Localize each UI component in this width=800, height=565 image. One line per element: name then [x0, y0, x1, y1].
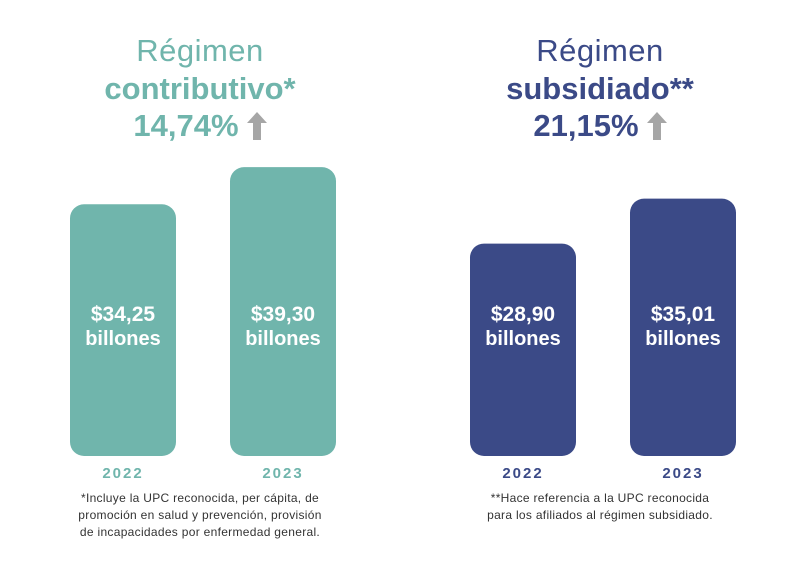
- change-row: 14,74%: [0, 107, 400, 145]
- bar-unit-label: billones: [85, 328, 161, 350]
- bar-unit-label: billones: [485, 328, 561, 350]
- chart-title-line2: subsidiado**: [506, 71, 694, 106]
- category-label: 2023: [262, 465, 303, 482]
- category-label: 2022: [502, 465, 543, 482]
- footnote: **Hace referencia a la UPC reconocida pa…: [400, 490, 800, 524]
- arrow-up-icon: [646, 112, 667, 140]
- bar-value-label: $39,30: [251, 303, 315, 326]
- bar-2023: [630, 198, 736, 456]
- chart-title-line1: Régimen: [136, 33, 264, 68]
- footnote-line: para los afiliados al régimen subsidiado…: [487, 508, 713, 522]
- subsidiado-panel: Régimen subsidiado** 21,15% $28,90 billon…: [400, 0, 800, 565]
- bar-2022: [70, 204, 176, 456]
- bar-unit-label: billones: [645, 328, 721, 350]
- category-label: 2023: [662, 465, 703, 482]
- contributivo-panel: Régimen contributivo* 14,74% $34,25 billo…: [0, 33, 400, 541]
- chart-title-line1: Régimen: [536, 33, 664, 68]
- footnote: *Incluye la UPC reconocida, per cápita, …: [0, 490, 400, 541]
- bar-value-label: $35,01: [651, 303, 716, 326]
- change-row: 21,15%: [400, 107, 800, 145]
- bar-value-label: $34,25: [91, 303, 156, 326]
- change-percent: 14,74%: [133, 108, 239, 143]
- footnote-line: de incapacidades por enfermedad general.: [79, 525, 321, 539]
- footnote-line: *Incluye la UPC reconocida, per cápita, …: [80, 491, 320, 505]
- arrow-up-icon: [246, 112, 267, 140]
- bar-unit-label: billones: [245, 328, 321, 350]
- footnote-line: **Hace referencia a la UPC reconocida: [490, 491, 710, 505]
- chart-title-line2: contributivo*: [104, 71, 296, 106]
- bar-2023: [230, 167, 336, 456]
- category-label: 2022: [102, 465, 143, 482]
- bar-value-label: $28,90: [491, 303, 555, 326]
- change-percent: 21,15%: [533, 108, 639, 143]
- bar-2022: [470, 243, 576, 456]
- footnote-line: promoción en salud y prevención, provisi…: [78, 508, 322, 522]
